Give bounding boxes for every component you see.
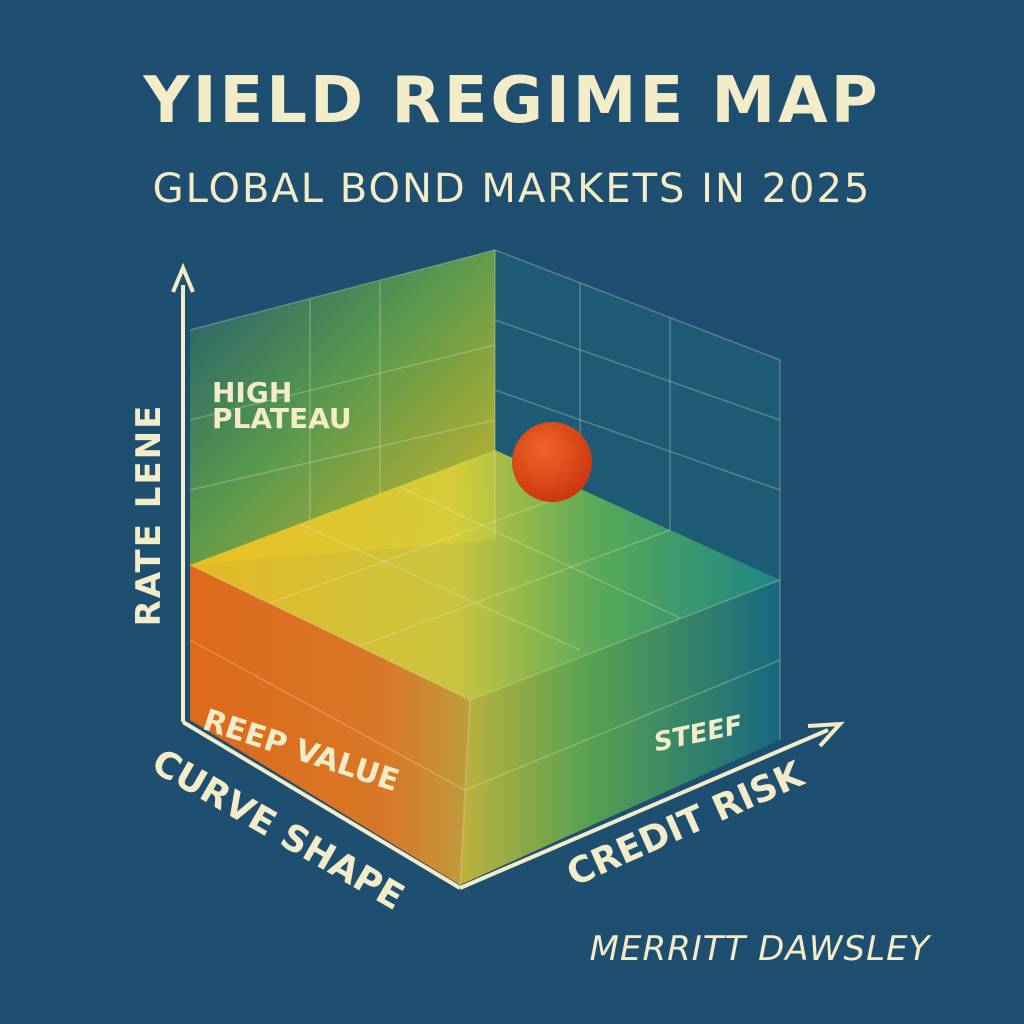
region-label: HIGH	[212, 376, 292, 409]
vertical-axis-label: RATE LENE	[129, 404, 169, 627]
subtitle: GLOBAL BOND MARKETS IN 2025	[153, 166, 872, 212]
title: YIELD REGIME MAP	[142, 64, 880, 138]
author: MERRITT DAWSLEY	[590, 929, 932, 969]
region-label: PLATEAU	[212, 402, 352, 435]
axes	[171, 262, 845, 890]
marker-ball	[512, 422, 592, 502]
cube	[189, 249, 781, 886]
